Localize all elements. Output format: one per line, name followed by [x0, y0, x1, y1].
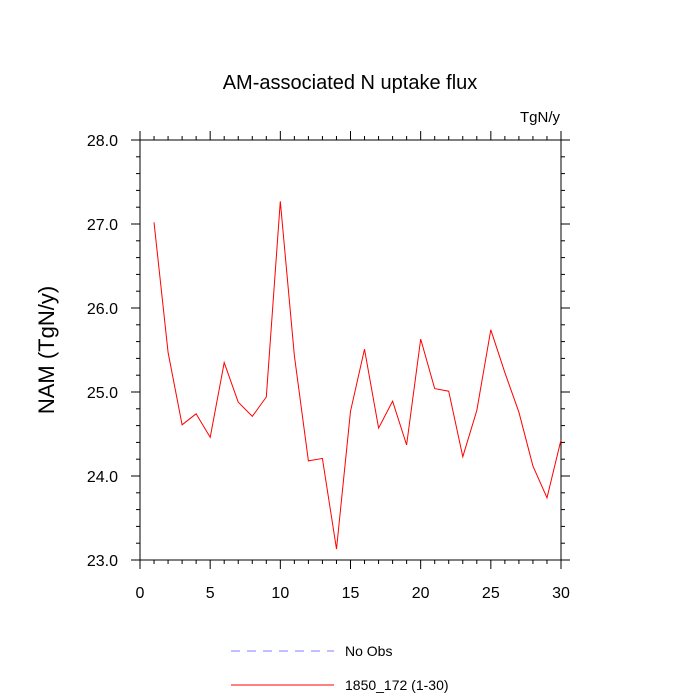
units-label: TgN/y — [520, 109, 561, 126]
legend: No Obs 1850_172 (1-30) — [231, 643, 449, 693]
x-tick-label: 15 — [342, 585, 360, 602]
x-tick-labels: 0 5 10 15 20 25 30 — [136, 585, 570, 602]
y-tick-label: 27.0 — [87, 217, 118, 234]
y-axis-label: NAM (TgN/y) — [34, 286, 59, 414]
x-tick-label: 25 — [482, 585, 500, 602]
x-tick-label: 30 — [552, 585, 570, 602]
axis-ticks — [131, 131, 570, 569]
x-tick-label: 10 — [271, 585, 289, 602]
series-line — [153, 201, 562, 550]
y-tick-label: 28.0 — [87, 133, 118, 150]
y-tick-label: 25.0 — [87, 385, 118, 402]
legend-label: No Obs — [345, 643, 392, 659]
x-tick-label: 5 — [206, 585, 215, 602]
x-tick-label: 20 — [412, 585, 430, 602]
y-tick-labels: 23.0 24.0 25.0 26.0 27.0 28.0 — [87, 133, 118, 570]
series-lines — [153, 201, 562, 550]
chart-title: AM-associated N uptake flux — [223, 72, 478, 94]
y-tick-label: 23.0 — [87, 553, 118, 570]
y-tick-label: 26.0 — [87, 301, 118, 318]
x-tick-label: 0 — [136, 585, 145, 602]
legend-label: 1850_172 (1-30) — [345, 677, 449, 693]
y-tick-label: 24.0 — [87, 469, 118, 486]
